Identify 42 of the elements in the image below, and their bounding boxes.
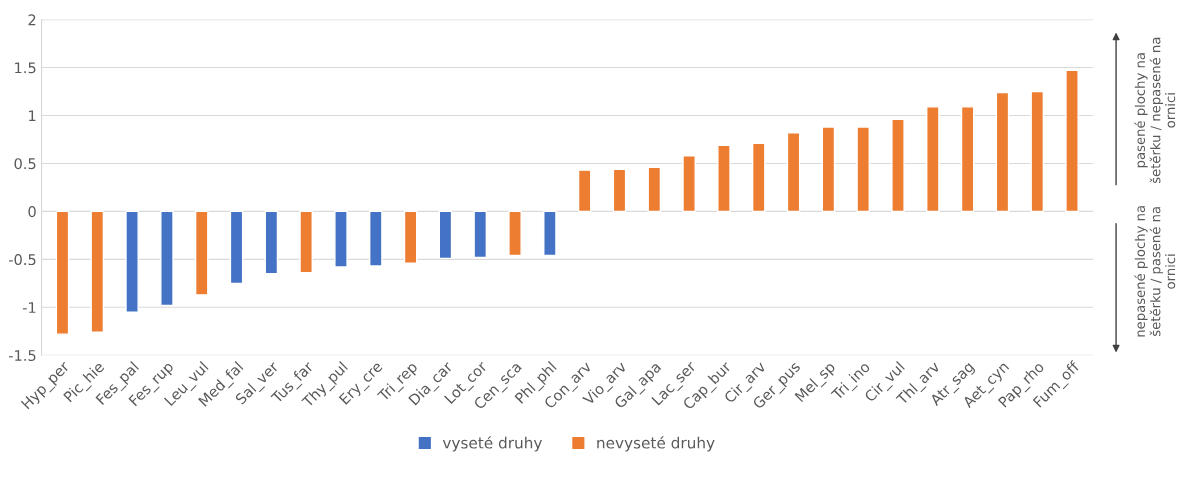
- legend-label: vyseté druhy: [442, 436, 542, 452]
- y-tick-label: -1.5: [8, 350, 36, 361]
- bar: [90, 210, 105, 333]
- bar: [125, 210, 139, 313]
- y-tick-label: -0.5: [8, 254, 36, 266]
- bar: [403, 210, 418, 264]
- y-tick-label: 0.5: [14, 158, 36, 170]
- bar: [55, 210, 70, 335]
- legend-label: nevyseté druhy: [597, 436, 715, 452]
- bar: [786, 132, 801, 213]
- bar: [194, 210, 209, 296]
- text: pasené plochy na šetěrku / nepasené na ornici: [1134, 37, 1176, 184]
- bar: [647, 166, 662, 213]
- bar: [299, 210, 313, 274]
- text: nepasené plochy na šetěrku / pasené na ornici: [1134, 206, 1176, 337]
- y-tick-label: 1: [29, 110, 36, 122]
- bar: [682, 155, 696, 213]
- bar: [926, 106, 940, 213]
- bar: [891, 118, 905, 213]
- y-tick-label: 0: [28, 206, 36, 218]
- y-tick-label: -1: [22, 302, 36, 313]
- bar: [821, 126, 836, 213]
- y-tick-label: 1.5: [15, 62, 36, 74]
- bar: [577, 169, 592, 213]
- y-tick-label: 2: [28, 14, 36, 26]
- bar: [995, 91, 1010, 213]
- bar: [717, 144, 731, 213]
- bar: [369, 210, 383, 267]
- bar: [960, 106, 975, 213]
- bar: [1030, 90, 1045, 213]
- bar: [751, 142, 766, 213]
- bar: [612, 168, 627, 213]
- bar: [1065, 69, 1079, 213]
- bar: [543, 210, 557, 257]
- bar: [160, 210, 174, 307]
- bar: [856, 126, 870, 213]
- bar: [264, 210, 279, 275]
- bar: [473, 210, 488, 259]
- bar: [334, 210, 348, 268]
- bar: [229, 210, 244, 285]
- bar: [438, 210, 453, 260]
- bar: [508, 210, 522, 257]
